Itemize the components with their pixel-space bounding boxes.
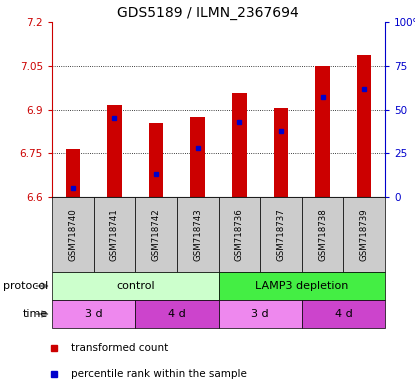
Text: GSM718742: GSM718742 [151,208,161,261]
Text: protocol: protocol [2,281,48,291]
Text: GSM718736: GSM718736 [235,208,244,261]
Bar [219,272,385,300]
Bar [149,122,164,197]
Text: control: control [116,281,154,291]
Bar [232,93,247,197]
Bar [260,197,302,272]
Text: GSM718740: GSM718740 [68,208,77,261]
Text: GSM718741: GSM718741 [110,208,119,261]
Text: percentile rank within the sample: percentile rank within the sample [71,369,247,379]
Bar [219,300,302,328]
Text: GDS5189 / ILMN_2367694: GDS5189 / ILMN_2367694 [117,6,298,20]
Bar [52,300,135,328]
Bar [94,197,135,272]
Bar [135,300,219,328]
Text: 3 d: 3 d [85,309,103,319]
Bar [190,117,205,197]
Text: GSM718739: GSM718739 [360,208,369,261]
Text: transformed count: transformed count [71,343,168,353]
Bar [273,108,288,197]
Text: LAMP3 depletion: LAMP3 depletion [255,281,349,291]
Bar [357,55,371,197]
Text: 4 d: 4 d [168,309,186,319]
Text: GSM718743: GSM718743 [193,208,202,261]
Text: 3 d: 3 d [251,309,269,319]
Bar [302,197,343,272]
Bar [52,272,219,300]
Text: time: time [22,309,48,319]
Bar [135,197,177,272]
Bar [343,197,385,272]
Bar [219,197,260,272]
Text: GSM718738: GSM718738 [318,208,327,261]
Text: 4 d: 4 d [334,309,352,319]
Bar [66,149,80,197]
Bar [177,197,219,272]
Bar [302,300,385,328]
Text: GSM718737: GSM718737 [276,208,286,261]
Bar [315,66,330,197]
Bar [52,197,94,272]
Bar [107,105,122,197]
